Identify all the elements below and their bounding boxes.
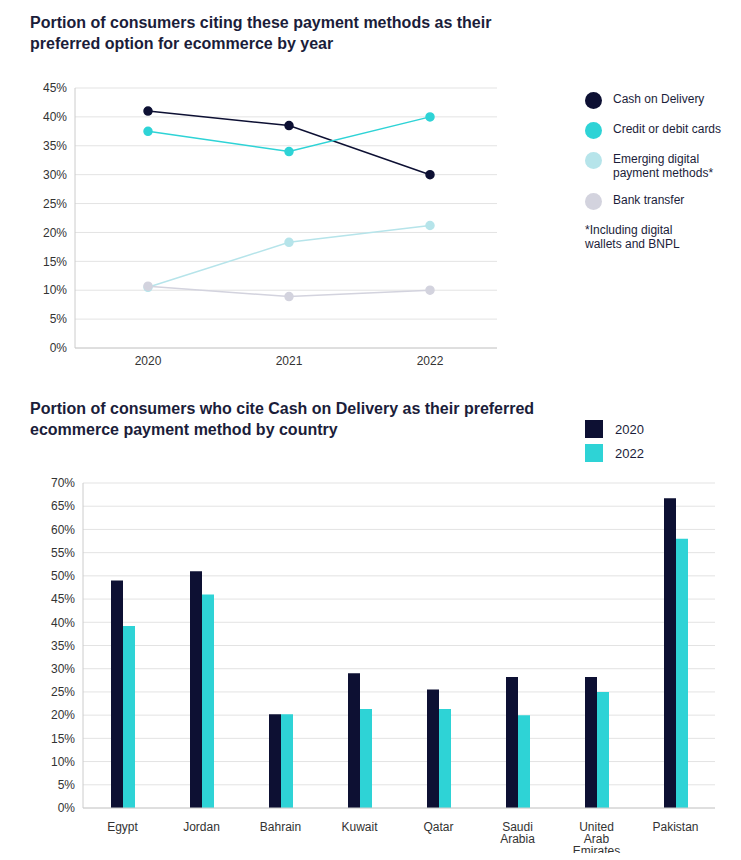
svg-text:Pakistan: Pakistan <box>652 820 698 834</box>
svg-text:SaudiArabia: SaudiArabia <box>500 820 535 846</box>
html-text:2022: 2022 <box>615 445 644 461</box>
svg-text:30%: 30% <box>43 168 67 182</box>
svg-text:0%: 0% <box>50 341 68 355</box>
svg-text:65%: 65% <box>51 499 75 513</box>
svg-text:20%: 20% <box>43 226 67 240</box>
svg-text:UnitedArabEmirates: UnitedArabEmirates <box>573 820 620 853</box>
svg-text:10%: 10% <box>51 755 75 769</box>
svg-text:20%: 20% <box>51 708 75 722</box>
svg-text:55%: 55% <box>51 546 75 560</box>
svg-text:45%: 45% <box>43 81 67 95</box>
svg-text:40%: 40% <box>51 616 75 630</box>
svg-text:15%: 15% <box>43 255 67 269</box>
svg-text:35%: 35% <box>43 139 67 153</box>
svg-text:Qatar: Qatar <box>423 820 453 834</box>
html-text:Emerging digital payment metho: Emerging digital payment methods* <box>613 152 714 180</box>
svg-text:2021: 2021 <box>276 354 303 368</box>
svg-text:Jordan: Jordan <box>183 820 220 834</box>
svg-text:60%: 60% <box>51 523 75 537</box>
svg-text:Kuwait: Kuwait <box>341 820 378 834</box>
svg-text:10%: 10% <box>43 283 67 297</box>
svg-text:5%: 5% <box>50 312 68 326</box>
svg-text:15%: 15% <box>51 732 75 746</box>
svg-text:2022: 2022 <box>417 354 444 368</box>
svg-text:25%: 25% <box>43 197 67 211</box>
html-text:Credit or debit cards: Credit or debit cards <box>613 122 721 136</box>
svg-text:35%: 35% <box>51 639 75 653</box>
html-text:*Including digital wallets and: *Including digital wallets and BNPL <box>585 223 680 251</box>
html-text:Cash on Delivery: Cash on Delivery <box>613 92 705 106</box>
html-text:Portion of consumers citing th: Portion of consumers citing these paymen… <box>30 14 492 52</box>
svg-text:Bahrain: Bahrain <box>260 820 301 834</box>
svg-text:Egypt: Egypt <box>107 820 138 834</box>
html-text:Bank transfer: Bank transfer <box>613 193 685 207</box>
svg-text:2020: 2020 <box>135 354 162 368</box>
svg-text:30%: 30% <box>51 662 75 676</box>
svg-text:40%: 40% <box>43 110 67 124</box>
html-text:Portion of consumers who cite: Portion of consumers who cite Cash on De… <box>30 400 535 438</box>
html-text:2020: 2020 <box>615 421 644 437</box>
svg-text:45%: 45% <box>51 592 75 606</box>
svg-text:0%: 0% <box>58 801 76 815</box>
svg-text:70%: 70% <box>51 476 75 490</box>
svg-text:5%: 5% <box>58 778 76 792</box>
svg-text:50%: 50% <box>51 569 75 583</box>
svg-text:25%: 25% <box>51 685 75 699</box>
